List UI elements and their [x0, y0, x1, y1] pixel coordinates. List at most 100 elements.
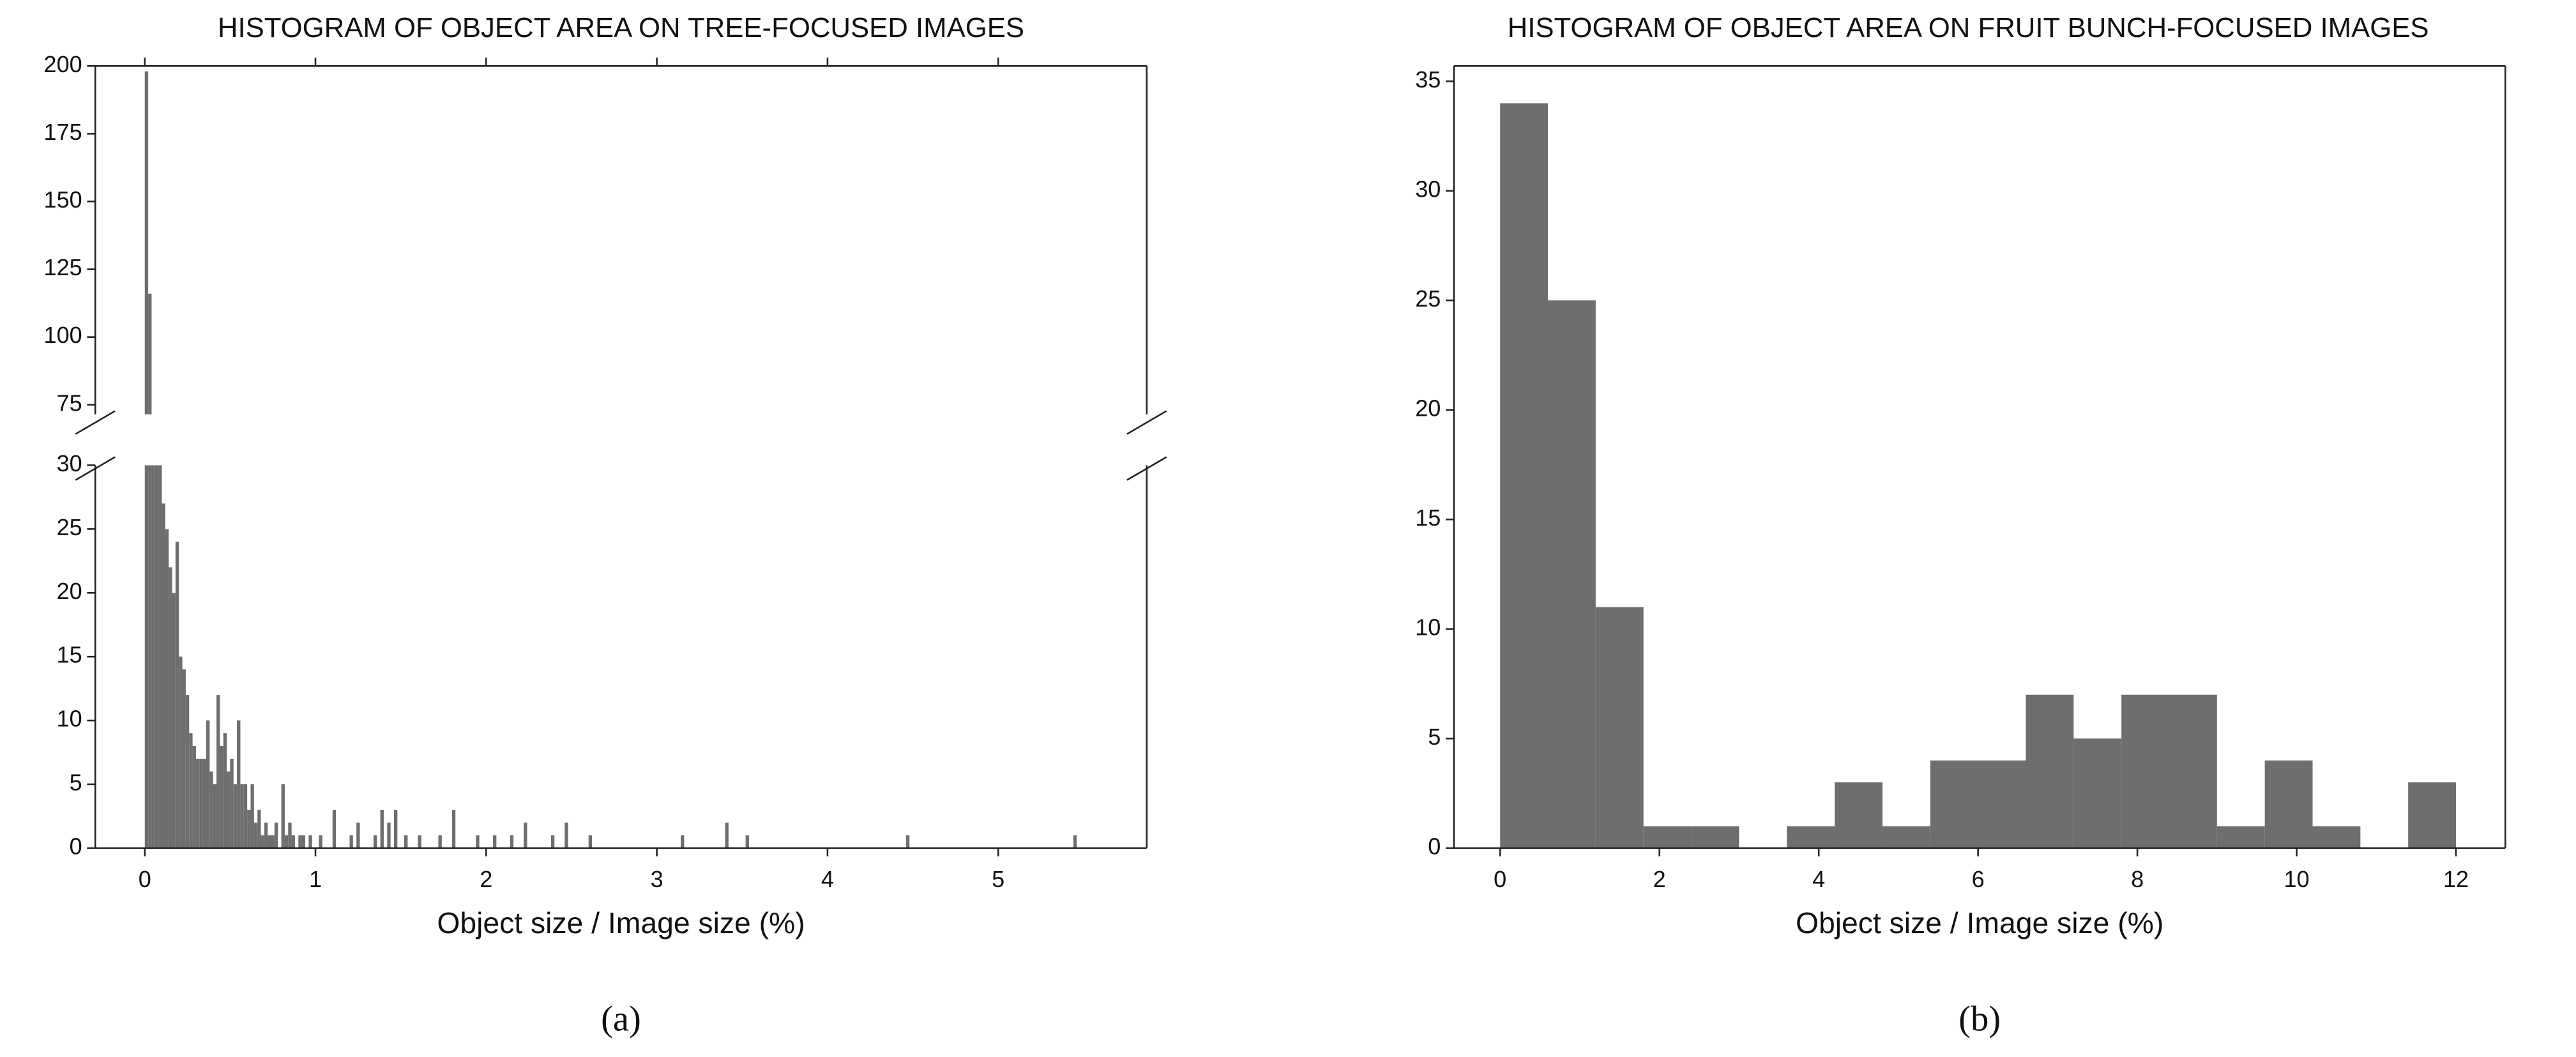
bar: [564, 822, 568, 848]
bar: [209, 592, 213, 608]
bar: [301, 835, 305, 848]
bar: [292, 605, 295, 608]
bar: [745, 835, 749, 848]
y-tick-label: 150: [44, 186, 82, 213]
bar: [240, 784, 244, 848]
bar: [2264, 760, 2313, 848]
bar: [268, 605, 271, 608]
bar: [1882, 826, 1930, 848]
bar: [250, 784, 254, 848]
bar: [380, 809, 384, 848]
bar: [230, 589, 233, 608]
bar: [172, 593, 176, 848]
bar: [209, 772, 213, 848]
y-tick-label: 0: [70, 833, 82, 859]
bar: [588, 835, 593, 848]
bar: [202, 759, 206, 848]
bar: [393, 809, 398, 848]
bar: [261, 835, 264, 848]
bar: [254, 603, 257, 608]
bar: [349, 835, 353, 848]
bar: [1595, 607, 1644, 848]
bar: [148, 293, 152, 414]
bar: [564, 603, 568, 608]
bar: [2216, 826, 2265, 848]
bar: [2312, 826, 2361, 848]
y-tick-label: 100: [44, 322, 82, 348]
bar: [155, 465, 159, 848]
bar: [250, 595, 254, 608]
bar: [1548, 300, 1596, 848]
x-tick-label: 0: [139, 866, 151, 892]
y-tick-label: 5: [1428, 724, 1441, 750]
bar: [319, 605, 322, 608]
bar: [725, 603, 729, 608]
y-tick-label: 5: [70, 769, 82, 795]
bar: [302, 605, 305, 608]
bar: [148, 465, 152, 848]
x-tick-label: 4: [821, 866, 834, 892]
bar: [1073, 835, 1077, 848]
bar: [2169, 694, 2217, 848]
bar: [271, 605, 275, 608]
bar: [144, 465, 149, 848]
bar: [394, 600, 397, 608]
bar: [247, 600, 250, 608]
bar: [1073, 605, 1077, 608]
bar: [264, 603, 268, 608]
x-tick-label: 3: [651, 866, 663, 892]
bar: [524, 822, 527, 848]
bar: [524, 603, 527, 608]
bar: [589, 605, 592, 608]
bar: [1978, 760, 2026, 848]
bar: [381, 600, 384, 608]
bars: [1500, 103, 2457, 848]
bar: [451, 809, 456, 848]
bar: [254, 822, 258, 848]
bar: [288, 822, 292, 848]
bar: [189, 584, 192, 608]
bar: [183, 570, 186, 608]
x-tick-label: 2: [1653, 866, 1666, 892]
bar: [220, 746, 224, 848]
bar: [681, 605, 684, 608]
y-tick-label: 75: [57, 390, 82, 416]
bar: [144, 71, 149, 414]
bar: [493, 605, 496, 608]
bar: [199, 589, 202, 608]
y-tick-label: 200: [44, 51, 82, 77]
bar: [227, 592, 230, 608]
bar: [196, 589, 199, 608]
bar: [284, 835, 289, 848]
bar: [1787, 826, 1835, 848]
axis-break: [75, 456, 116, 481]
bar: [224, 584, 227, 608]
bar: [1930, 760, 1978, 848]
bar: [1643, 826, 1692, 848]
bar: [2121, 694, 2169, 848]
bars: [144, 465, 1077, 848]
y-tick-label: 15: [1415, 505, 1441, 531]
bar: [308, 605, 312, 608]
bar: [257, 809, 261, 848]
bar: [356, 603, 360, 608]
bar: [374, 605, 377, 608]
bar: [237, 720, 241, 848]
bar: [203, 589, 206, 608]
bar: [510, 605, 513, 608]
bar: [438, 835, 442, 848]
bar: [169, 567, 172, 848]
bar: [281, 784, 285, 848]
bar: [247, 809, 251, 848]
y-tick-label: 10: [57, 706, 82, 732]
bar: [404, 605, 407, 608]
bar: [206, 581, 209, 608]
y-tick-label: 125: [44, 254, 82, 280]
bar: [476, 605, 479, 608]
bar: [162, 503, 165, 848]
bar: [216, 695, 220, 848]
x-axis-label: Object size / Image size (%): [437, 906, 805, 939]
x-tick-label: 10: [2284, 866, 2310, 892]
bar: [185, 695, 190, 848]
